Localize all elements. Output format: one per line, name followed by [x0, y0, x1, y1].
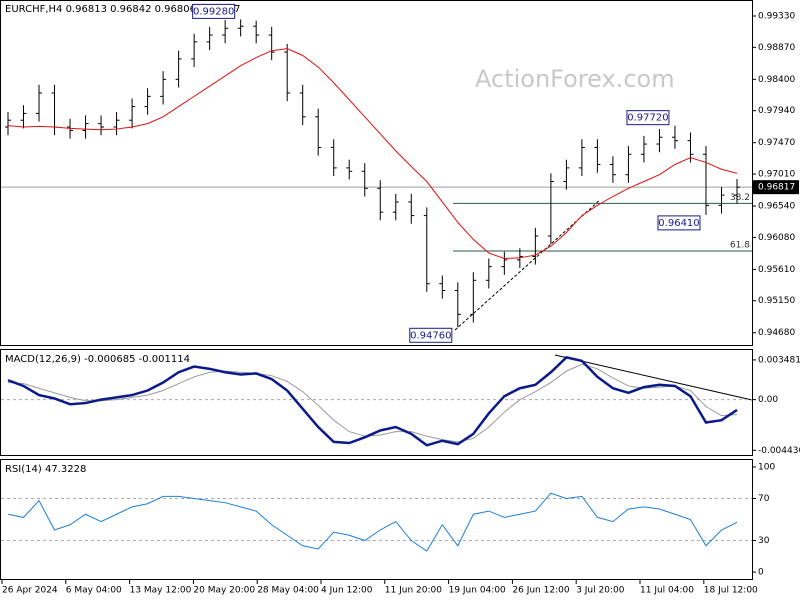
y-tick-label: 0.003481: [758, 355, 800, 365]
y-tick-label: 0.97940: [758, 106, 795, 116]
x-tick-label: 20 May 20:00: [193, 586, 255, 596]
x-tick-label: 6 May 04:00: [66, 586, 122, 596]
y-tick-label: -0.004436: [758, 446, 800, 456]
watermark: ActionForex.com: [475, 65, 675, 93]
annotation-label: 0.96410: [658, 218, 699, 229]
x-tick-label: 26 Jun 12:00: [512, 586, 569, 596]
y-tick-label: 0.98400: [758, 75, 795, 85]
y-tick-label: 0.94680: [758, 328, 795, 338]
y-tick-label: 0.00: [758, 395, 778, 405]
x-tick-label: 3 Jul 20:00: [576, 586, 625, 596]
y-tick-label: 0.98870: [758, 43, 795, 53]
price-panel: [0, 0, 753, 346]
macd-panel: [0, 349, 753, 456]
x-tick-label: 28 May 04:00: [257, 586, 319, 596]
y-tick-label: 0.96080: [758, 233, 795, 243]
y-tick-label: 70: [758, 494, 770, 504]
y-tick-label: 0.97470: [758, 138, 795, 148]
rsi-line: [7, 492, 738, 552]
x-tick-label: 26 Apr 2024: [2, 586, 58, 596]
x-tick-label: 11 Jun 20:00: [385, 586, 442, 596]
macd-title: MACD(12,26,9) -0.000685 -0.001114: [5, 354, 190, 365]
x-tick-label: 19 Jun 04:00: [449, 586, 506, 596]
rsi-panel: [0, 459, 753, 580]
price-tag: [753, 180, 799, 195]
x-tick-label: 18 Jul 12:00: [704, 586, 758, 596]
y-tick-label: 0.96540: [758, 202, 795, 212]
fib-label: 61.8: [730, 240, 750, 250]
moving-average: [7, 48, 738, 259]
y-tick-label: 30: [758, 536, 770, 546]
macd-line: [7, 356, 738, 447]
y-tick-label: 0.95150: [758, 296, 795, 306]
x-tick-label: 4 Jun 12:00: [321, 586, 373, 596]
fib-label: 38.2: [730, 193, 750, 203]
y-tick-label: 0.99330: [758, 11, 795, 21]
header: EURCHF,H4 0.96813 0.96842 0.96806 0.9681…: [5, 4, 241, 15]
y-tick-label: 0.95610: [758, 265, 795, 275]
x-tick-label: 13 May 12:00: [130, 586, 192, 596]
y-tick-label: 0: [758, 568, 764, 578]
annotation-box: [657, 215, 701, 231]
x-tick-label: 11 Jul 04:00: [640, 586, 694, 596]
annotation-label: 0.97720: [627, 113, 668, 124]
annotation-box: [409, 327, 453, 343]
y-tick-label: 100: [758, 462, 775, 472]
macd-trendline: [554, 354, 753, 401]
annotation-label: 0.94760: [410, 330, 451, 341]
annotation-box: [626, 110, 670, 126]
price-tag-label: 0.96817: [758, 183, 795, 193]
annotation-label: 0.99280: [193, 6, 234, 17]
annotation-box: [192, 3, 236, 19]
macd-line: [7, 363, 738, 443]
rsi-title: RSI(14) 47.3228: [5, 464, 86, 475]
y-tick-label: 0.97010: [758, 170, 795, 180]
